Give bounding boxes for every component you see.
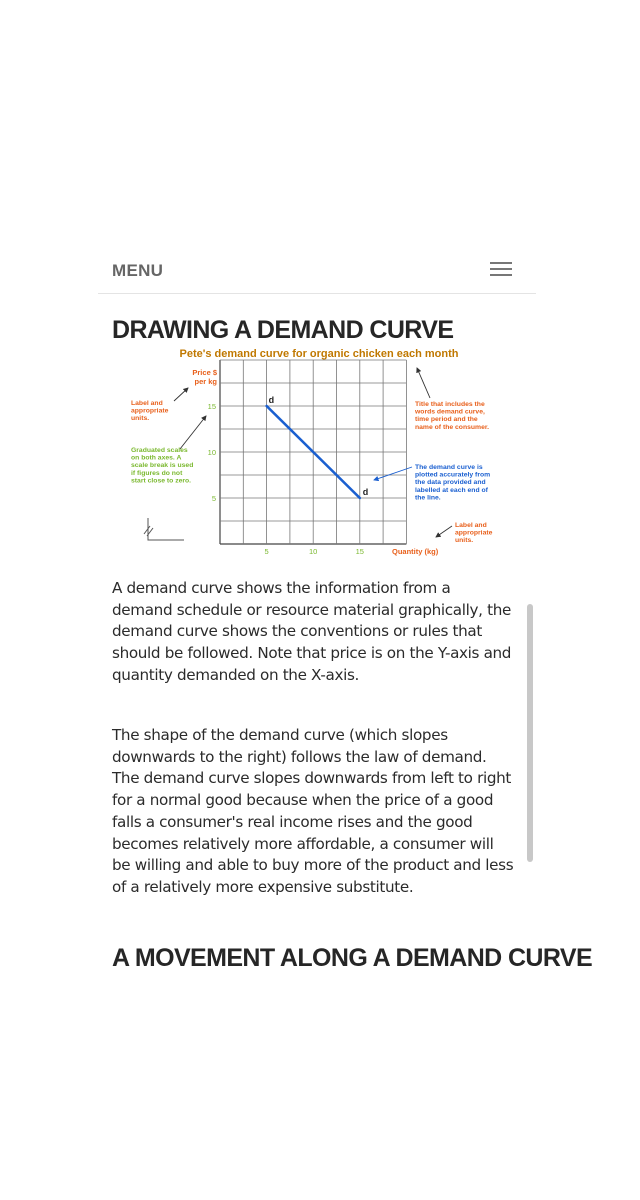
annotation-label-units-left: units. [131, 415, 149, 422]
annotation-arrow [435, 525, 453, 538]
annotation-arrow [373, 466, 413, 482]
section-heading-drawing: DRAWING A DEMAND CURVE [112, 316, 454, 344]
nav-bar: MENU [98, 250, 536, 294]
annotation-arrow [173, 387, 189, 402]
curve-label-start: d [269, 395, 275, 405]
paragraph: A demand curve shows the information fro… [112, 579, 512, 684]
annotation-arrow [179, 415, 207, 450]
axis-break-corner [147, 518, 184, 541]
annotation-graduated-scales: if figures do not [131, 470, 183, 477]
annotation-graduated-scales: scale break is used [131, 462, 193, 469]
x-tick-label: 10 [309, 547, 317, 556]
annotation-title-note: words demand curve, [414, 409, 485, 416]
annotation-label-units-right: units. [455, 537, 473, 544]
y-axis-label: Price $ [192, 368, 217, 377]
menu-label[interactable]: MENU [112, 261, 164, 280]
axis-break-mark [143, 525, 151, 535]
x-axis-label: Quantity (kg) [392, 547, 439, 556]
annotation-title-note: name of the consumer. [415, 424, 489, 431]
y-axis-label: per kg [194, 377, 217, 386]
annotation-title-note: Title that includes the [415, 401, 485, 408]
article-content: DRAWING A DEMAND CURVE Pete's demand cur… [0, 294, 640, 980]
annotation-label-units-right: appropriate [455, 530, 493, 537]
annotation-arrow [416, 367, 431, 399]
annotation-curve-note: labelled at each end of [415, 487, 489, 494]
paragraph: The shape of the demand curve (which slo… [112, 726, 514, 896]
scrollbar[interactable] [527, 604, 533, 862]
x-tick-label: 15 [356, 547, 364, 556]
annotation-label-units-left: appropriate [131, 408, 169, 415]
section-heading-movement: A MOVEMENT ALONG A DEMAND CURVE [112, 944, 593, 972]
annotation-curve-note: the data provided and [415, 479, 486, 486]
demand-curve-line [265, 404, 362, 500]
y-tick-label: 10 [208, 448, 216, 457]
annotation-label-units-right: Label and [455, 522, 487, 529]
annotation-graduated-scales: start close to zero. [131, 477, 191, 484]
annotation-curve-note: plotted accurately from [415, 472, 490, 479]
annotation-curve-note: The demand curve is [415, 464, 483, 471]
annotation-label-units-left: Label and [131, 400, 163, 407]
annotation-graduated-scales: Graduated scales [131, 447, 188, 454]
annotation-title-note: time period and the [415, 416, 478, 423]
curve-label-end: d [363, 487, 369, 497]
x-tick-label: 5 [265, 547, 269, 556]
annotation-curve-note: the line. [415, 494, 441, 501]
chart-title: Pete's demand curve for organic chicken … [180, 348, 459, 360]
hamburger-icon[interactable] [490, 262, 512, 278]
y-tick-label: 5 [212, 494, 216, 503]
demand-curve-diagram: Pete's demand curve for organic chicken … [131, 348, 493, 556]
y-tick-label: 15 [208, 402, 216, 411]
annotation-graduated-scales: on both axes. A [131, 455, 181, 462]
